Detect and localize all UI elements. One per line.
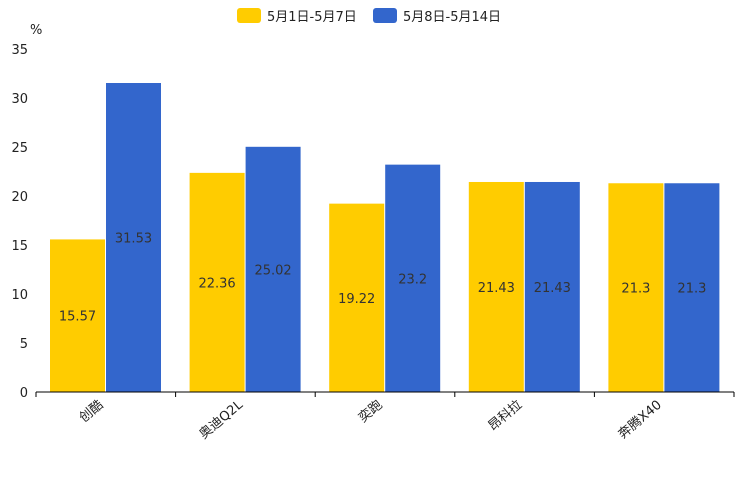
y-tick-label: 0 — [20, 386, 28, 401]
data-label-series-2-2: 23.2 — [398, 272, 427, 287]
y-axis: 0 5 10 15 20 25 30 35 — [11, 43, 28, 401]
y-tick-label: 30 — [11, 92, 28, 107]
bar-series-1-2 — [329, 203, 385, 392]
data-label-series-1-1: 22.36 — [198, 276, 235, 291]
data-label-series-1-3: 21.43 — [478, 281, 515, 296]
bar-series-2-0 — [106, 83, 161, 393]
x-axis: 创酷 奥迪Q2L 奕跑 昂科拉 奔腾X40 — [35, 391, 735, 442]
y-tick-label: 20 — [11, 190, 28, 205]
data-label-series-1-2: 19.22 — [338, 292, 375, 307]
data-label-series-2-3: 21.43 — [534, 281, 571, 296]
legend: 5月1日-5月7日 5月8日-5月14日 — [237, 8, 501, 25]
y-tick-label: 15 — [11, 239, 28, 254]
legend-swatch-series-1 — [237, 8, 261, 23]
data-label-series-2-0: 31.53 — [115, 232, 152, 247]
bar-series-1-3 — [468, 181, 524, 392]
y-tick-label: 5 — [20, 337, 28, 352]
legend-label-series-1: 5月1日-5月7日 — [267, 10, 357, 25]
data-label-series-2-1: 25.02 — [254, 263, 291, 278]
data-label-series-2-4: 21.3 — [677, 282, 706, 297]
bar-series-1-4 — [608, 183, 664, 392]
y-tick-label: 10 — [11, 288, 28, 303]
x-tick-label: 昂科拉 — [486, 398, 526, 435]
bar-series-2-1 — [245, 146, 301, 392]
y-tick-label: 35 — [11, 43, 28, 58]
bar-series-2-2 — [385, 164, 441, 392]
x-tick-label: 创酷 — [77, 398, 107, 426]
data-label-series-1-0: 15.57 — [59, 310, 96, 325]
y-axis-unit-label: % — [30, 23, 42, 38]
bar-series-2-4 — [664, 183, 720, 392]
x-tick-label: 奕跑 — [355, 397, 385, 426]
bar-series-1-1 — [189, 172, 245, 392]
bar-series-1-0 — [50, 239, 105, 392]
y-tick-label: 25 — [11, 141, 28, 156]
data-label-series-1-4: 21.3 — [621, 282, 650, 297]
bars: 15.57 31.53 22.36 25.02 19.22 23.2 21.43 21.43 2… — [50, 83, 720, 393]
x-tick-label: 奔腾X40 — [615, 397, 665, 442]
legend-label-series-2: 5月8日-5月14日 — [403, 10, 501, 25]
bar-series-2-3 — [524, 181, 580, 392]
legend-swatch-series-2 — [373, 8, 397, 23]
x-tick-label: 奥迪Q2L — [197, 397, 247, 442]
